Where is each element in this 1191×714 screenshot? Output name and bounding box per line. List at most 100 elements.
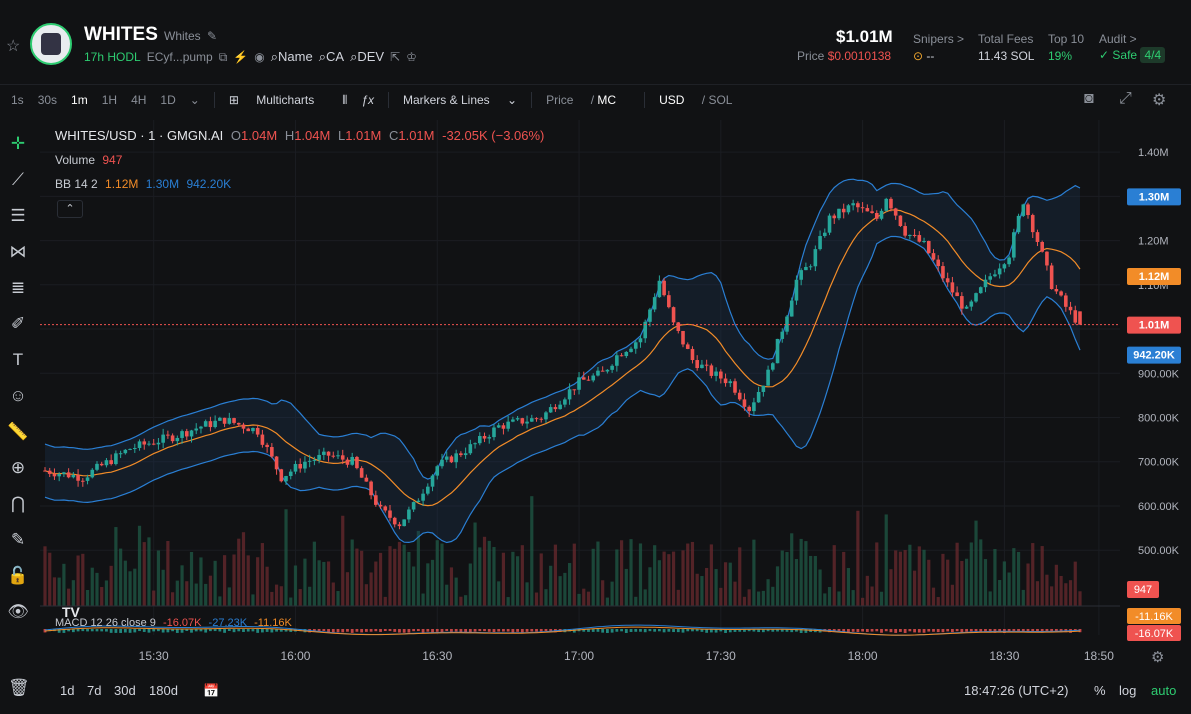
log-toggle[interactable]: log bbox=[1119, 683, 1137, 698]
volume-bar bbox=[1012, 548, 1016, 606]
candle-body bbox=[832, 215, 837, 219]
price-mc-toggle[interactable]: Price / MC bbox=[546, 93, 617, 107]
interval-1h[interactable]: 1H bbox=[101, 93, 118, 107]
text-icon[interactable]: T bbox=[12, 350, 24, 369]
volume-bar bbox=[378, 552, 383, 606]
volume-bar bbox=[251, 594, 255, 606]
macd-hist-bar bbox=[648, 629, 652, 632]
edit-icon[interactable]: ✎ bbox=[207, 29, 218, 43]
macd-hist-bar bbox=[331, 629, 335, 633]
candle-body bbox=[709, 365, 714, 376]
chevron-down-icon[interactable]: ⌄ bbox=[189, 93, 200, 107]
macd-hist-bar bbox=[232, 629, 236, 633]
macd-hist-bar bbox=[913, 629, 916, 633]
candle-body bbox=[43, 470, 47, 472]
volume-bar bbox=[1050, 586, 1054, 606]
macd-hist-bar bbox=[468, 629, 472, 633]
bollinger-upper-line bbox=[44, 178, 1081, 480]
range-30d[interactable]: 30d bbox=[114, 683, 136, 698]
favorite-star-icon[interactable]: ☆ bbox=[6, 38, 21, 55]
magnet-icon[interactable]: ⋂ bbox=[11, 494, 25, 513]
search-ca-link[interactable]: ⌕CA bbox=[318, 49, 345, 64]
auto-toggle[interactable]: auto bbox=[1151, 683, 1177, 698]
brush-icon[interactable]: ✐ bbox=[10, 314, 26, 333]
calendar-icon[interactable]: 📅 bbox=[203, 683, 220, 698]
interval-1d[interactable]: 1D bbox=[160, 93, 176, 107]
price-chart[interactable]: 500.00K600.00K700.00K800.00K900.00K1.00M… bbox=[40, 120, 1190, 670]
volume-bar bbox=[908, 544, 912, 606]
volume-bar bbox=[57, 577, 61, 606]
zoom-in-icon[interactable]: ⊕ bbox=[10, 458, 26, 477]
interval-1m[interactable]: 1m bbox=[71, 93, 88, 107]
interval-1s[interactable]: 1s bbox=[11, 93, 24, 107]
search-name-link[interactable]: ⌕Name bbox=[270, 49, 313, 64]
macd-hist-bar bbox=[1007, 629, 1011, 633]
volume-bar bbox=[705, 567, 709, 606]
interval-4h[interactable]: 4H bbox=[131, 93, 147, 107]
candle-body bbox=[638, 338, 643, 343]
pump-icon[interactable]: ⚡ bbox=[233, 50, 249, 64]
fullscreen-icon[interactable]: ⤢ bbox=[1119, 90, 1132, 107]
macd-hist-bar bbox=[842, 629, 846, 632]
volume-bar bbox=[350, 539, 354, 606]
candles-icon[interactable]: ⫴ bbox=[342, 92, 348, 107]
list-icon[interactable]: ◉ bbox=[254, 50, 265, 64]
candle-body bbox=[506, 421, 510, 429]
clock[interactable]: 18:47:26 (UTC+2) bbox=[964, 683, 1069, 698]
crown-icon[interactable]: ♔ bbox=[406, 50, 417, 64]
share-icon[interactable]: ⇱ bbox=[390, 50, 401, 64]
lock-icon[interactable]: 🔓 bbox=[7, 566, 29, 585]
range-1d[interactable]: 1d bbox=[60, 683, 75, 698]
macd-hist-bar bbox=[1045, 629, 1049, 632]
copy-icon[interactable]: ⧉ bbox=[218, 49, 228, 64]
volume-bar bbox=[516, 556, 520, 606]
snipers-label[interactable]: Snipers > bbox=[913, 32, 965, 46]
volume-bar bbox=[676, 589, 680, 606]
range-7d[interactable]: 7d bbox=[87, 683, 102, 698]
plus-square-icon: ⊞ bbox=[228, 93, 239, 107]
collapse-legend-button[interactable]: ⌃ bbox=[57, 200, 83, 218]
multicharts-button[interactable]: ⊞ Multicharts bbox=[228, 93, 315, 107]
pattern-icon[interactable]: ⋈ bbox=[9, 242, 27, 261]
audit-label[interactable]: Audit > bbox=[1099, 32, 1137, 46]
x-tick-label: 17:00 bbox=[564, 649, 594, 663]
x-tick-label: 18:00 bbox=[848, 649, 878, 663]
macd-hist-bar bbox=[346, 629, 349, 632]
interval-30s[interactable]: 30s bbox=[37, 93, 58, 107]
range-180d[interactable]: 180d bbox=[149, 683, 178, 698]
percent-toggle[interactable]: % bbox=[1094, 683, 1106, 698]
search-dev-link[interactable]: ⌕DEV bbox=[350, 49, 385, 64]
candle-body bbox=[879, 210, 884, 219]
camera-icon[interactable]: ◙ bbox=[1084, 90, 1094, 107]
candle-body bbox=[161, 434, 165, 443]
chart-settings-icon[interactable]: ⚙ bbox=[1151, 649, 1165, 666]
contract-address[interactable]: ECyf...pump bbox=[146, 50, 213, 64]
candle-body bbox=[539, 418, 544, 420]
volume-bar bbox=[601, 580, 605, 606]
emoji-icon[interactable]: ☺ bbox=[9, 386, 27, 405]
macd-hist-bar bbox=[771, 629, 775, 632]
ruler-icon[interactable]: 📏 bbox=[7, 422, 29, 441]
candle-body bbox=[619, 355, 624, 357]
volume-bar bbox=[619, 540, 624, 606]
macd-hist-bar bbox=[440, 629, 444, 633]
markers-lines-button[interactable]: Markers & Lines ⌄ bbox=[402, 93, 518, 107]
macd-hist-bar bbox=[757, 629, 761, 633]
horizontal-lines-icon[interactable]: ☰ bbox=[10, 206, 26, 225]
indicators-icon[interactable]: ƒx bbox=[361, 93, 374, 107]
macd-hist-bar bbox=[1036, 629, 1039, 633]
trash-icon[interactable]: 🗑 bbox=[8, 678, 30, 697]
usd-sol-toggle[interactable]: USD / SOL bbox=[659, 93, 733, 107]
macd-hist-bar bbox=[549, 629, 553, 632]
candle-body bbox=[284, 476, 288, 482]
trendline-icon[interactable]: ⟋ bbox=[12, 170, 24, 189]
volume-legend: Volume 947 bbox=[55, 153, 123, 167]
lock-drawings-icon[interactable]: ✎ bbox=[10, 530, 26, 549]
settings-icon[interactable]: ⚙ bbox=[1152, 92, 1167, 109]
fib-icon[interactable]: ≣ bbox=[10, 278, 26, 297]
macd-hist-bar bbox=[119, 629, 123, 633]
y-tick-label: 900.00K bbox=[1138, 368, 1180, 380]
eye-icon[interactable]: 👁 bbox=[7, 602, 29, 621]
candle-body bbox=[728, 381, 733, 384]
crosshair-icon[interactable]: ✛ bbox=[10, 134, 26, 153]
